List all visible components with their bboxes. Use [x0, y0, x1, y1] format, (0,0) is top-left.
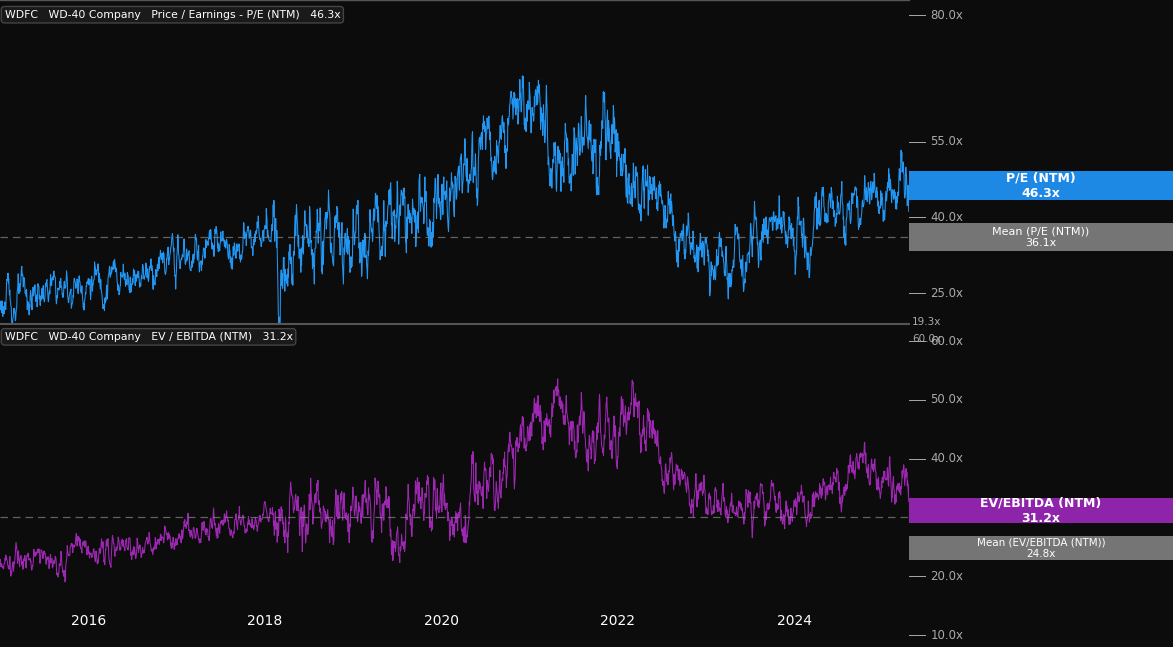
Text: 20.0x: 20.0x	[930, 570, 963, 583]
Text: 60.0x: 60.0x	[911, 334, 941, 344]
Text: P/E (NTM)
46.3x: P/E (NTM) 46.3x	[1006, 171, 1076, 199]
Bar	[909, 536, 1173, 560]
Text: 60.0x: 60.0x	[930, 334, 963, 347]
Text: EV/EBITDA (NTM)
31.2x: EV/EBITDA (NTM) 31.2x	[981, 496, 1101, 525]
Text: 40.0x: 40.0x	[930, 452, 963, 465]
Text: Mean (P/E (NTM))
36.1x: Mean (P/E (NTM)) 36.1x	[992, 226, 1090, 248]
Bar	[909, 498, 1173, 523]
Text: 40.0x: 40.0x	[930, 211, 963, 224]
Text: 50.0x: 50.0x	[930, 393, 963, 406]
Text: 55.0x: 55.0x	[930, 135, 963, 148]
Text: WDFC   WD-40 Company   EV / EBITDA (NTM)   31.2x: WDFC WD-40 Company EV / EBITDA (NTM) 31.…	[5, 332, 292, 342]
Text: 10.0x: 10.0x	[930, 629, 963, 642]
Text: Mean (EV/EBITDA (NTM))
24.8x: Mean (EV/EBITDA (NTM)) 24.8x	[977, 538, 1105, 559]
Text: 25.0x: 25.0x	[930, 287, 963, 300]
Text: 19.3x: 19.3x	[911, 317, 941, 327]
Text: WDFC   WD-40 Company   Price / Earnings - P/E (NTM)   46.3x: WDFC WD-40 Company Price / Earnings - P/…	[5, 10, 340, 19]
Bar	[909, 223, 1173, 251]
Text: 80.0x: 80.0x	[930, 8, 963, 21]
Bar	[909, 171, 1173, 200]
